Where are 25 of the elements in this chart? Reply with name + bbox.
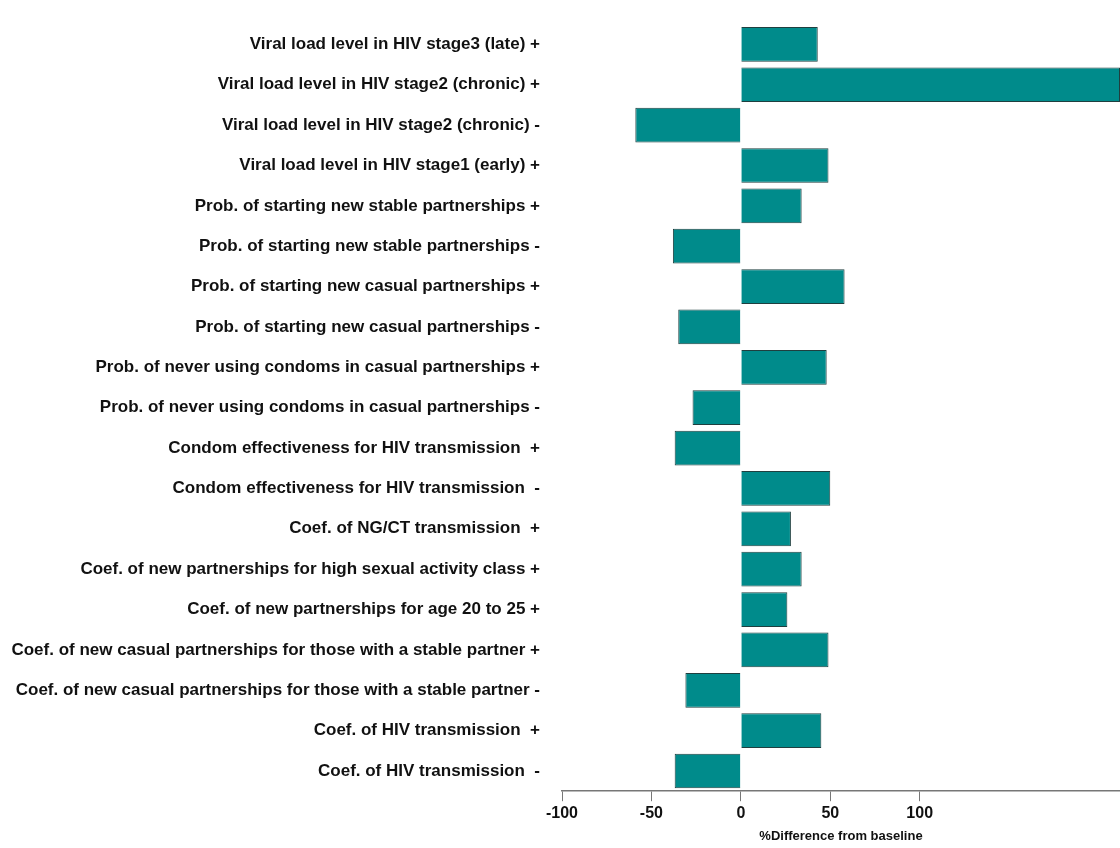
x-axis-title: %Difference from baseline: [759, 827, 923, 843]
x-tick-label: 0: [736, 804, 746, 822]
y-tick-label: Prob. of starting new stable partnerships +: [194, 195, 541, 215]
y-tick-label: Coef. of new partnerships for age 20 to 25 +: [187, 599, 541, 619]
y-tick-label: Coef. of NG/CT transmission +: [289, 518, 541, 538]
x-tick-label: -100: [545, 804, 579, 822]
y-tick-label: Coef. of new casual partnerships for those with a stable partner +: [11, 639, 541, 659]
y-tick-label: Viral load level in HIV stage2 (chronic) +: [217, 74, 541, 94]
y-tick-label: Prob. of starting new casual partnerships -: [195, 316, 540, 336]
y-tick-label: Prob. of never using condoms in casual partnerships +: [95, 357, 541, 377]
x-tick-label: -50: [639, 804, 664, 822]
y-tick-label: Prob. of never using condoms in casual partnerships -: [99, 397, 540, 417]
y-tick-label: Prob. of starting new casual partnerships +: [190, 276, 541, 296]
y-tick-label: Prob. of starting new stable partnerships -: [199, 235, 540, 255]
y-tick-label: Coef. of new casual partnerships for those with a stable partner -: [15, 679, 540, 699]
y-tick-label: Coef. of HIV transmission -: [318, 760, 540, 780]
y-tick-label: Viral load level in HIV stage1 (early) +: [239, 155, 541, 175]
y-tick-label: Coef. of new partnerships for high sexual activity class +: [80, 558, 541, 578]
y-tick-label: Condom effectiveness for HIV transmission -: [172, 478, 540, 498]
y-tick-label: Condom effectiveness for HIV transmission +: [168, 437, 541, 457]
x-tick-label: 50: [821, 804, 840, 822]
y-tick-label: Viral load level in HIV stage3 (late) +: [249, 34, 541, 54]
x-tick-label: 100: [906, 804, 934, 822]
y-tick-label: Viral load level in HIV stage2 (chronic) -: [221, 114, 540, 134]
y-tick-label: Coef. of HIV transmission +: [313, 720, 541, 740]
